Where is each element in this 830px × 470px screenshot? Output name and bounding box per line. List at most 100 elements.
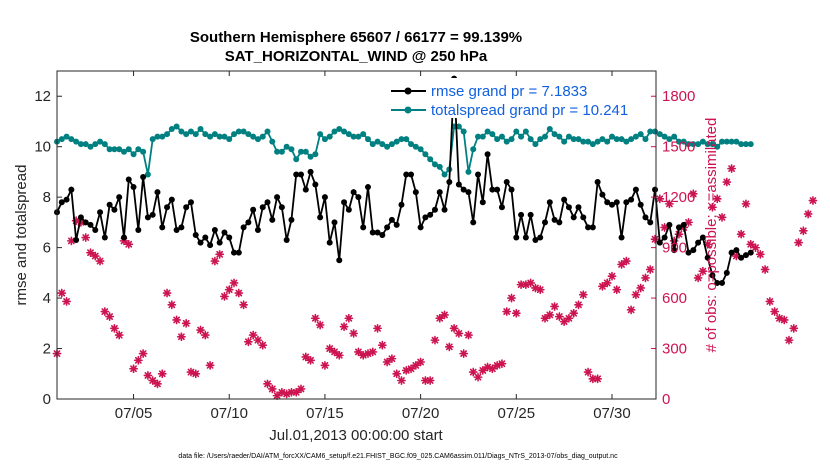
assimilated-point	[181, 318, 191, 328]
assimilated-point	[708, 202, 717, 212]
rmse-point	[470, 219, 477, 226]
rmse-point	[675, 224, 682, 231]
asterisk-stroke	[465, 331, 472, 339]
totalspread-point	[455, 123, 462, 130]
totalspread-point	[321, 136, 328, 143]
totalspread-point	[671, 133, 678, 140]
rmse-point	[73, 237, 80, 244]
rmse-point	[197, 239, 204, 246]
assimilated-point	[81, 233, 91, 242]
y-right-tick-label: 600	[662, 290, 687, 307]
asterisk-stroke	[637, 284, 645, 292]
rmse-point	[211, 226, 218, 233]
totalspread-point	[470, 146, 477, 153]
rmse-point	[522, 234, 529, 241]
assimilated-point	[377, 340, 387, 350]
totalspread-point	[374, 138, 381, 145]
rmse-point	[321, 194, 328, 201]
totalspread-point	[130, 151, 137, 158]
rmse-point	[274, 194, 281, 201]
assimilated-point	[664, 199, 674, 209]
y-right-tick-label: 1800	[662, 88, 695, 105]
asterisk-stroke	[378, 341, 386, 349]
assimilated-point	[770, 307, 780, 316]
assimilated-point	[95, 256, 105, 266]
rmse-point	[97, 209, 104, 216]
assimilated-point	[167, 300, 177, 310]
assimilated-point	[803, 209, 813, 219]
legend-totalspread-label: totalspread grand pr = 10.241	[431, 102, 628, 119]
asterisk-stroke	[656, 195, 664, 203]
asterisk-stroke	[340, 323, 348, 331]
assimilated-point	[310, 313, 320, 323]
totalspread-point	[656, 131, 663, 138]
totalspread-point	[58, 136, 65, 143]
assimilated-point	[559, 317, 569, 327]
asterisk-stroke	[747, 240, 755, 248]
asterisk-stroke	[154, 380, 161, 388]
rmse-point	[532, 237, 539, 244]
rmse-point	[427, 211, 434, 218]
rmse-point	[207, 242, 214, 249]
totalspread-point	[187, 128, 194, 135]
asterisk-stroke	[517, 281, 525, 289]
totalspread-point	[140, 148, 147, 155]
asterisk-stroke	[125, 240, 133, 248]
rmse-point	[345, 206, 352, 213]
assimilated-point	[511, 308, 521, 318]
rmse-point	[719, 279, 726, 286]
rmse-point	[666, 221, 673, 228]
totalspread-point	[240, 128, 247, 135]
rmse-point	[537, 234, 544, 241]
assimilated-point	[234, 288, 244, 298]
rmse-point	[116, 194, 123, 201]
asterisk-stroke	[527, 279, 535, 287]
assimilated-point	[138, 349, 148, 358]
asterisk-stroke	[613, 286, 621, 294]
rmse-point	[384, 224, 391, 231]
rmse-point	[589, 224, 596, 231]
asterisk-stroke	[345, 314, 353, 322]
assimilated-point	[727, 164, 736, 173]
totalspread-point	[101, 141, 108, 148]
rmse-point	[106, 201, 113, 208]
asterisk-stroke	[728, 165, 735, 172]
assimilated-point	[631, 290, 641, 300]
assimilated-point	[789, 323, 799, 333]
assimilated-point	[574, 300, 583, 310]
asterisk-stroke	[532, 284, 539, 292]
assimilated-point	[621, 256, 631, 266]
asterisk-stroke	[589, 375, 597, 383]
asterisk-stroke	[197, 326, 204, 334]
rmse-point	[144, 214, 151, 221]
rmse-point	[632, 186, 639, 193]
assimilated-point	[602, 278, 612, 288]
totalspread-point	[613, 136, 620, 143]
asterisk-stroke	[642, 274, 649, 282]
assimilated-point	[612, 285, 622, 295]
asterisk-stroke	[555, 313, 563, 320]
rmse-point	[565, 204, 572, 211]
asterisk-stroke	[479, 367, 487, 374]
totalspread-point	[403, 136, 410, 143]
totalspread-point	[360, 131, 367, 138]
totalspread-point	[264, 128, 271, 135]
asterisk-stroke	[206, 361, 214, 369]
rmse-point	[599, 191, 606, 198]
assimilated-point	[454, 328, 464, 338]
totalspread-point	[494, 136, 501, 143]
totalspread-point	[317, 131, 324, 138]
assimilated-point	[712, 194, 722, 204]
totalspread-point	[642, 136, 649, 143]
data-file-footnote: data file: /Users/raeder/DAI/ATM_forcXX/…	[178, 453, 618, 460]
assimilated-point	[464, 330, 473, 340]
asterisk-stroke	[718, 213, 726, 221]
totalspread-point	[154, 133, 161, 140]
rmse-point	[231, 249, 238, 256]
rmse-point	[278, 204, 285, 211]
asterisk-stroke	[560, 318, 568, 326]
rmse-point	[723, 269, 730, 276]
totalspread-point	[728, 138, 735, 145]
totalspread-point	[475, 133, 482, 140]
assimilated-point	[626, 305, 636, 315]
